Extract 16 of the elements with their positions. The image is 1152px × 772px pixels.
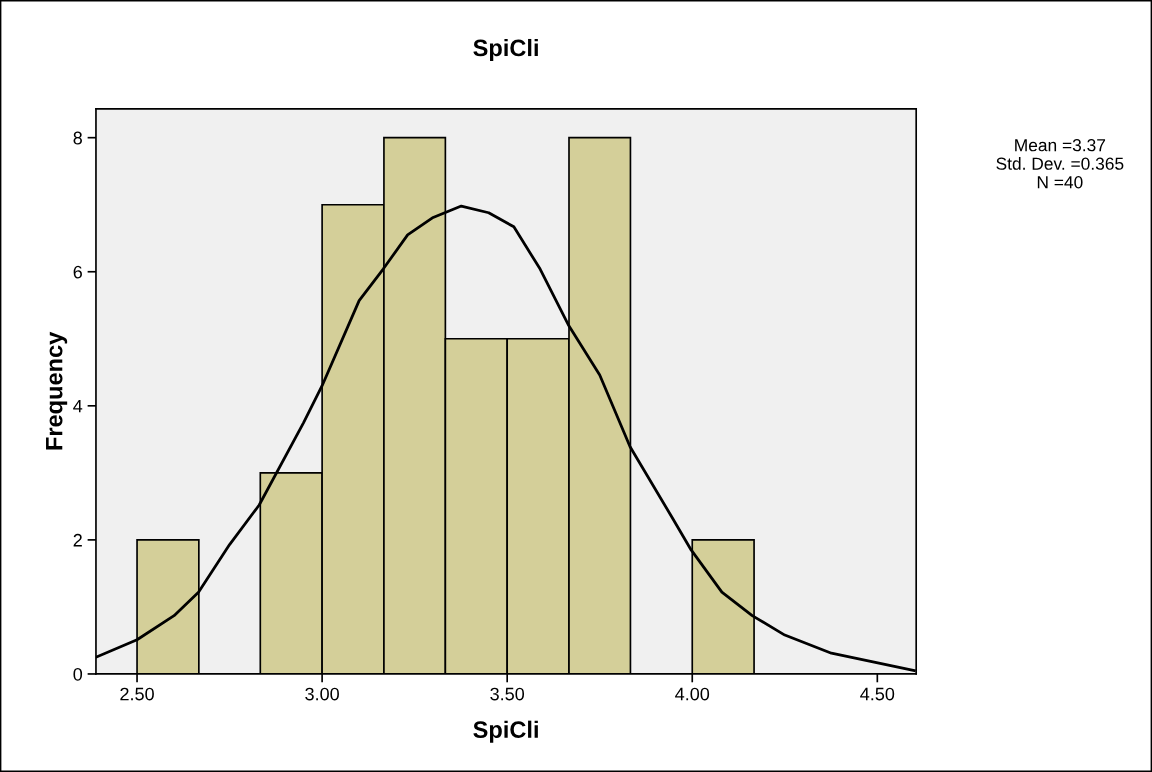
x-tick-label: 2.50 <box>120 687 154 701</box>
y-tick-label: 0 <box>73 667 83 681</box>
y-axis-title: Frequency <box>46 331 68 450</box>
y-tick-label: 6 <box>73 265 82 279</box>
y-tick-label: 4 <box>73 399 83 413</box>
x-tick-label: 4.50 <box>860 687 895 701</box>
text: Std. Dev. =0.365 <box>996 157 1124 170</box>
x-tick-label: 3.00 <box>305 687 339 701</box>
text: N =40 <box>1037 176 1083 189</box>
chart-title: SpiCli <box>473 38 538 61</box>
y-tick-label: 2 <box>73 533 82 547</box>
x-axis-title: SpiCli <box>473 720 538 743</box>
x-tick-label: 4.00 <box>675 687 710 701</box>
x-tick-label: 3.50 <box>490 687 525 701</box>
text: Mean =3.37 <box>1015 139 1106 152</box>
y-tick-label: 8 <box>73 131 82 145</box>
